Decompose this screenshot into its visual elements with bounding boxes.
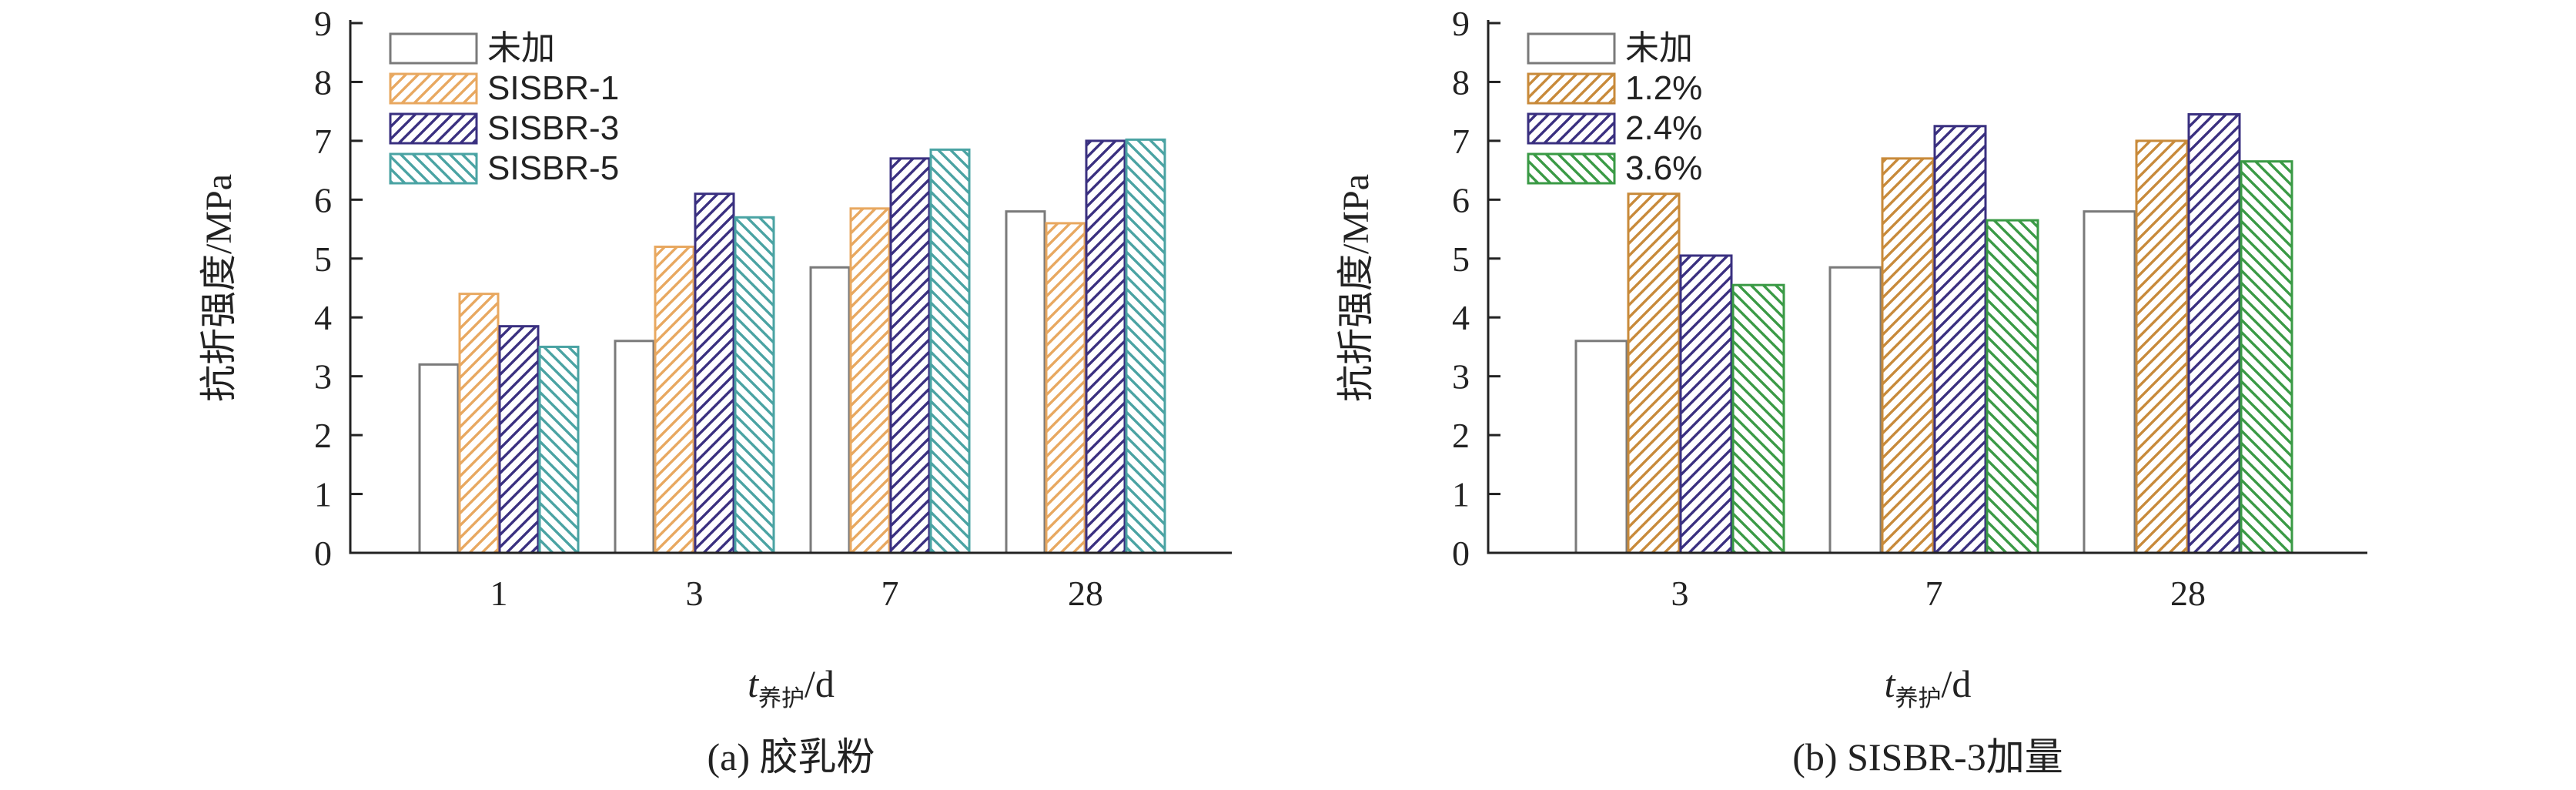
bar-1-1-1 — [1881, 157, 1935, 554]
legend-label: 2.4% — [1625, 109, 1702, 147]
y-tick-label: 8 — [314, 62, 332, 102]
legend-label: SISBR-3 — [487, 109, 619, 147]
y-tick-label: 3 — [1452, 357, 1470, 397]
y-tick-label: 3 — [314, 357, 332, 397]
bar-0-1-1 — [654, 245, 695, 554]
legend-swatch — [1527, 152, 1616, 185]
y-tick-label: 9 — [1452, 4, 1470, 43]
x-axis-label: t养护/d — [748, 662, 835, 711]
bar-1-0-2 — [2083, 210, 2136, 554]
legend-label: 1.2% — [1625, 69, 1702, 107]
legend-label: SISBR-1 — [487, 69, 619, 107]
legend-swatch — [1527, 32, 1616, 65]
y-tick-label: 5 — [1452, 239, 1470, 279]
y-tick-label: 9 — [314, 4, 332, 43]
bar-0-1-3 — [1045, 222, 1086, 554]
bar-0-1-0 — [458, 293, 500, 554]
y-tick-label: 0 — [314, 534, 332, 573]
legend-label: SISBR-5 — [487, 149, 619, 187]
subfigure-caption: (b) SISBR-3加量 — [1792, 735, 2062, 778]
y-tick-label: 2 — [1452, 416, 1470, 455]
x-tick-label: 7 — [882, 574, 899, 613]
bar-1-0-0 — [1574, 340, 1628, 554]
y-tick-label: 7 — [314, 122, 332, 161]
bar-1-1-2 — [2135, 139, 2189, 554]
y-tick-label: 4 — [314, 298, 332, 337]
bar-0-0-1 — [614, 340, 655, 554]
x-tick-label: 3 — [686, 574, 704, 613]
y-tick-label: 4 — [1452, 298, 1470, 337]
x-tick-label: 3 — [1671, 574, 1689, 613]
bar-0-0-0 — [418, 363, 460, 554]
bar-0-0-3 — [1005, 210, 1046, 554]
y-tick-label: 1 — [314, 475, 332, 514]
chart-b-sisbr3-dosage: 3 7 28 0 1 2 3 4 5 6 7 8 9 抗折强度/MPa t养护/d (b) SISBR-3加量… — [1336, 4, 2367, 778]
bar-0-2-3 — [1085, 139, 1126, 554]
y-tick-label: 2 — [314, 416, 332, 455]
bar-0-2-2 — [889, 157, 931, 554]
bar-0-2-1 — [694, 192, 735, 554]
y-tick-label: 0 — [1452, 534, 1470, 573]
y-tick-label: 8 — [1452, 62, 1470, 102]
y-axis-label: 抗折强度/MPa — [1336, 174, 1377, 402]
x-tick-label: 28 — [2170, 574, 2206, 613]
bar-1-1-0 — [1627, 192, 1681, 554]
y-tick-label: 5 — [314, 239, 332, 279]
bar-1-3-2 — [2240, 160, 2293, 554]
bar-0-3-2 — [929, 148, 971, 554]
bar-1-2-1 — [1933, 125, 1987, 554]
bar-1-3-0 — [1731, 283, 1785, 554]
legend-swatch — [389, 32, 478, 65]
bar-1-2-2 — [2187, 112, 2241, 554]
x-tick-label: 7 — [1925, 574, 1943, 613]
x-tick-label: 1 — [490, 574, 508, 613]
bar-0-2-0 — [498, 325, 540, 554]
legend-swatch — [1527, 72, 1616, 105]
bar-1-2-0 — [1679, 254, 1733, 554]
legend-swatch — [389, 72, 478, 105]
legend-label: 未加 — [1625, 29, 1693, 67]
x-axis-label: t养护/d — [1885, 662, 1972, 711]
legend-swatch — [1527, 112, 1616, 145]
bar-0-3-1 — [734, 216, 775, 554]
y-axis-label: 抗折强度/MPa — [199, 174, 239, 402]
legend-label: 未加 — [487, 29, 555, 67]
subfigure-caption: (a) 胶乳粉 — [708, 735, 875, 778]
legend-swatch — [389, 152, 478, 185]
bar-1-3-1 — [1986, 219, 2039, 554]
bar-1-0-1 — [1828, 266, 1882, 554]
bar-0-1-2 — [849, 207, 891, 554]
y-tick-label: 6 — [1452, 180, 1470, 219]
bar-0-0-2 — [809, 266, 851, 554]
y-tick-label: 1 — [1452, 475, 1470, 514]
bar-0-3-3 — [1125, 138, 1166, 554]
x-tick-label: 28 — [1068, 574, 1103, 613]
legend-swatch — [389, 112, 478, 145]
bar-0-3-0 — [538, 345, 580, 554]
y-tick-label: 7 — [1452, 122, 1470, 161]
legend-label: 3.6% — [1625, 149, 1702, 187]
y-tick-label: 6 — [314, 180, 332, 219]
